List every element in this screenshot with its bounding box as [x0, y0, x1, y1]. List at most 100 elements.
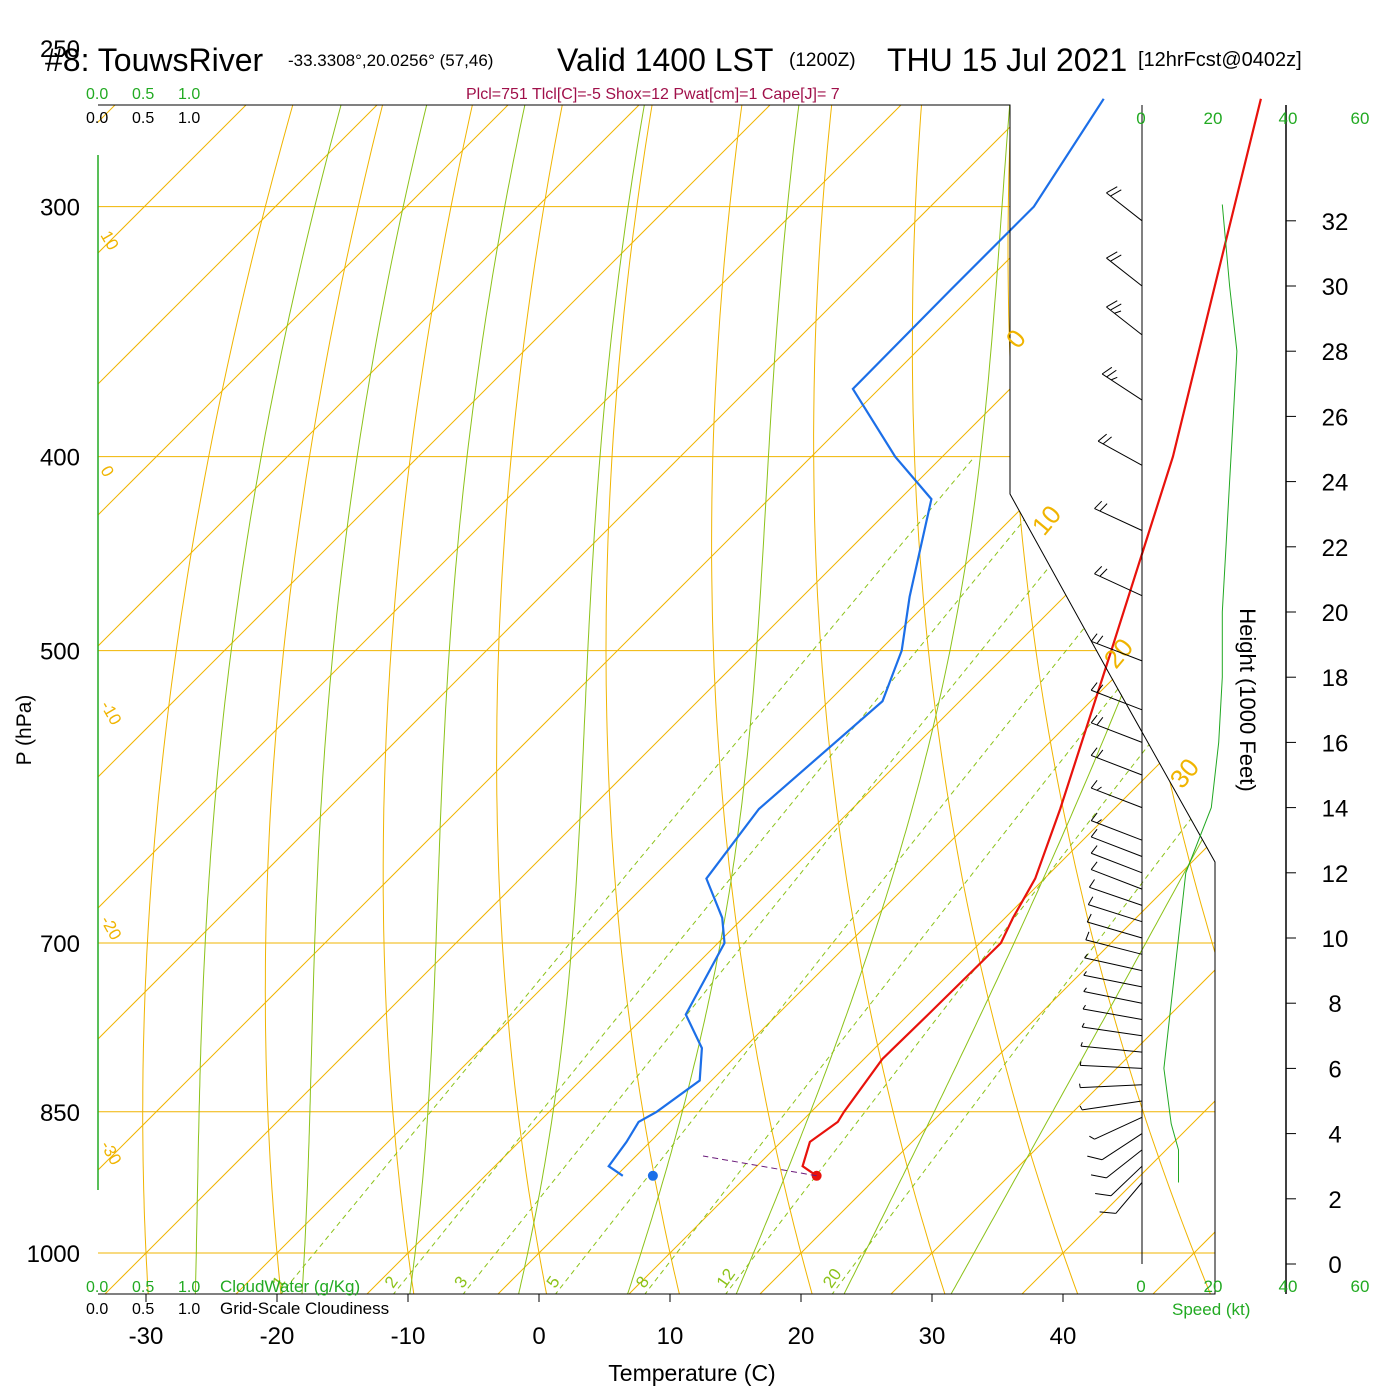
wind-barb [1090, 812, 1143, 841]
height-tick-label: 6 [1328, 1056, 1341, 1083]
wind-barb [1090, 845, 1143, 874]
wind-barb-half-feather [1079, 1061, 1082, 1066]
speed-axis-label: Speed (kt) [1172, 1300, 1250, 1319]
temperature-tick-label: -10 [391, 1323, 426, 1350]
wind-barb [1084, 953, 1143, 972]
isotherm-label: -20 [97, 913, 126, 944]
wind-barb-staff [1101, 373, 1143, 401]
wind-barb-staff [1080, 1064, 1143, 1069]
height-axis-label: Height (1000 Feet) [1235, 608, 1260, 791]
wind-barb-feather [1090, 845, 1098, 854]
wind-barb-half-feather [1096, 819, 1102, 824]
isotherm-label-right: 30 [1164, 752, 1206, 793]
mixing-ratio-line [279, 456, 975, 1294]
wind-barb-staff [1094, 573, 1143, 597]
moist-adiabat-line [403, 105, 538, 1294]
cloud-scale-label: 1.0 [178, 86, 200, 103]
wind-barb-half-feather [1079, 1083, 1081, 1088]
wind-barb-feather [1099, 1211, 1116, 1214]
wind-barb-staff [1094, 1116, 1143, 1140]
wind-barb-staff [1091, 820, 1143, 841]
wind-barb-feather [1096, 684, 1104, 693]
thermo-grid [98, 105, 1215, 1294]
isotherm-line [979, 105, 1215, 1294]
wind-barb [1079, 1061, 1143, 1069]
wind-barb-feather [1094, 566, 1103, 575]
isotherm-line [98, 105, 1215, 1294]
pressure-tick-label: 400 [40, 445, 80, 472]
wind-barb-feather [1090, 747, 1098, 756]
wind-barb-feather [1086, 913, 1092, 923]
wind-barb [1090, 828, 1143, 857]
wind-barb-staff [1091, 852, 1143, 874]
height-tick-label: 22 [1322, 535, 1349, 562]
isotherm-line [324, 105, 1215, 1294]
wind-barb-feather [1106, 300, 1118, 308]
wind-barb-feather [1090, 633, 1098, 642]
wind-barb [1079, 1083, 1143, 1089]
wind-barb [1090, 633, 1143, 662]
speed-tick-label-bottom: 20 [1204, 1277, 1223, 1296]
wind-barb [1081, 1022, 1143, 1037]
mixing-ratio-label: 20 [819, 1265, 845, 1291]
isotherm-label: -10 [97, 698, 126, 729]
wind-barb-staff [1097, 440, 1143, 466]
mixing-ratio-label: 12 [713, 1265, 739, 1291]
isotherm-line [98, 105, 339, 1294]
height-tick-label: 10 [1322, 926, 1349, 953]
cloud-scale-label: 1.0 [178, 1301, 200, 1318]
wind-barb [1090, 682, 1143, 711]
wind-barb [1099, 1182, 1143, 1214]
dry-adiabat-line [142, 105, 321, 1294]
x-axis-label: Temperature (C) [608, 1360, 775, 1386]
wind-barb-feather [1096, 749, 1104, 758]
wind-barb-staff [1091, 869, 1143, 890]
isotherm-label-right: 0 [1000, 323, 1032, 353]
wind-barb-half-feather [1114, 310, 1122, 314]
moist-adiabat-line [298, 105, 442, 1294]
wind-barb-feather [1090, 828, 1098, 838]
wind-barb-feather [1085, 931, 1090, 941]
valid-zulu: (1200Z) [789, 50, 856, 71]
height-tick-label: 28 [1322, 339, 1349, 366]
wind-barb-half-feather [1081, 1022, 1085, 1028]
isotherm-line [848, 105, 1215, 1294]
wind-barb-feather [1106, 251, 1118, 259]
cloud-scale-label: 0.5 [132, 110, 154, 127]
speed-tick-label-top: 60 [1351, 109, 1370, 128]
height-tick-label: 8 [1328, 991, 1341, 1018]
valid-date: THU 15 Jul 2021 [887, 42, 1127, 78]
dry-adiabat-line [496, 105, 582, 1294]
speed-tick-label-bottom: 60 [1351, 1277, 1370, 1296]
wind-barb-feather [1095, 1192, 1112, 1197]
wind-barb [1106, 186, 1143, 222]
surface-dewpoint-dot [647, 1170, 658, 1181]
station-coords: -33.3308°,20.0256° (57,46) [288, 51, 493, 70]
cloudiness-label: Grid-Scale Cloudiness [220, 1299, 389, 1318]
pressure-tick-label: 500 [40, 639, 80, 666]
wind-barb-staff [1082, 1100, 1143, 1111]
isotherm-line [98, 105, 732, 1294]
height-tick-label: 2 [1328, 1187, 1341, 1214]
wind-barb-feather [1090, 812, 1098, 821]
station-title: #8: TouwsRiver [45, 42, 264, 78]
temperature-profile-line [801, 98, 1262, 1177]
wind-barb-staff [1083, 991, 1143, 1004]
wind-barb-feather [1096, 717, 1104, 726]
cloudwater-label: CloudWater (g/Kg) [220, 1277, 360, 1296]
wind-barb-half-feather [1083, 971, 1087, 976]
mixing-ratio-label: 8 [632, 1273, 653, 1292]
cloud-scale-label: 0.0 [86, 1301, 108, 1318]
wind-barb-staff [1082, 1008, 1143, 1020]
temperature-tick-label: 30 [919, 1323, 946, 1350]
wind-barb-staff [1106, 1149, 1143, 1179]
height-tick-label: 24 [1322, 470, 1349, 497]
wind-barb-feather [1099, 568, 1108, 577]
pressure-tick-label: 850 [40, 1100, 80, 1127]
wind-barb-feather [1096, 635, 1104, 644]
height-tick-label: 18 [1322, 665, 1349, 692]
wind-barb [1097, 433, 1143, 466]
wind-barb-staff [1082, 1026, 1143, 1037]
